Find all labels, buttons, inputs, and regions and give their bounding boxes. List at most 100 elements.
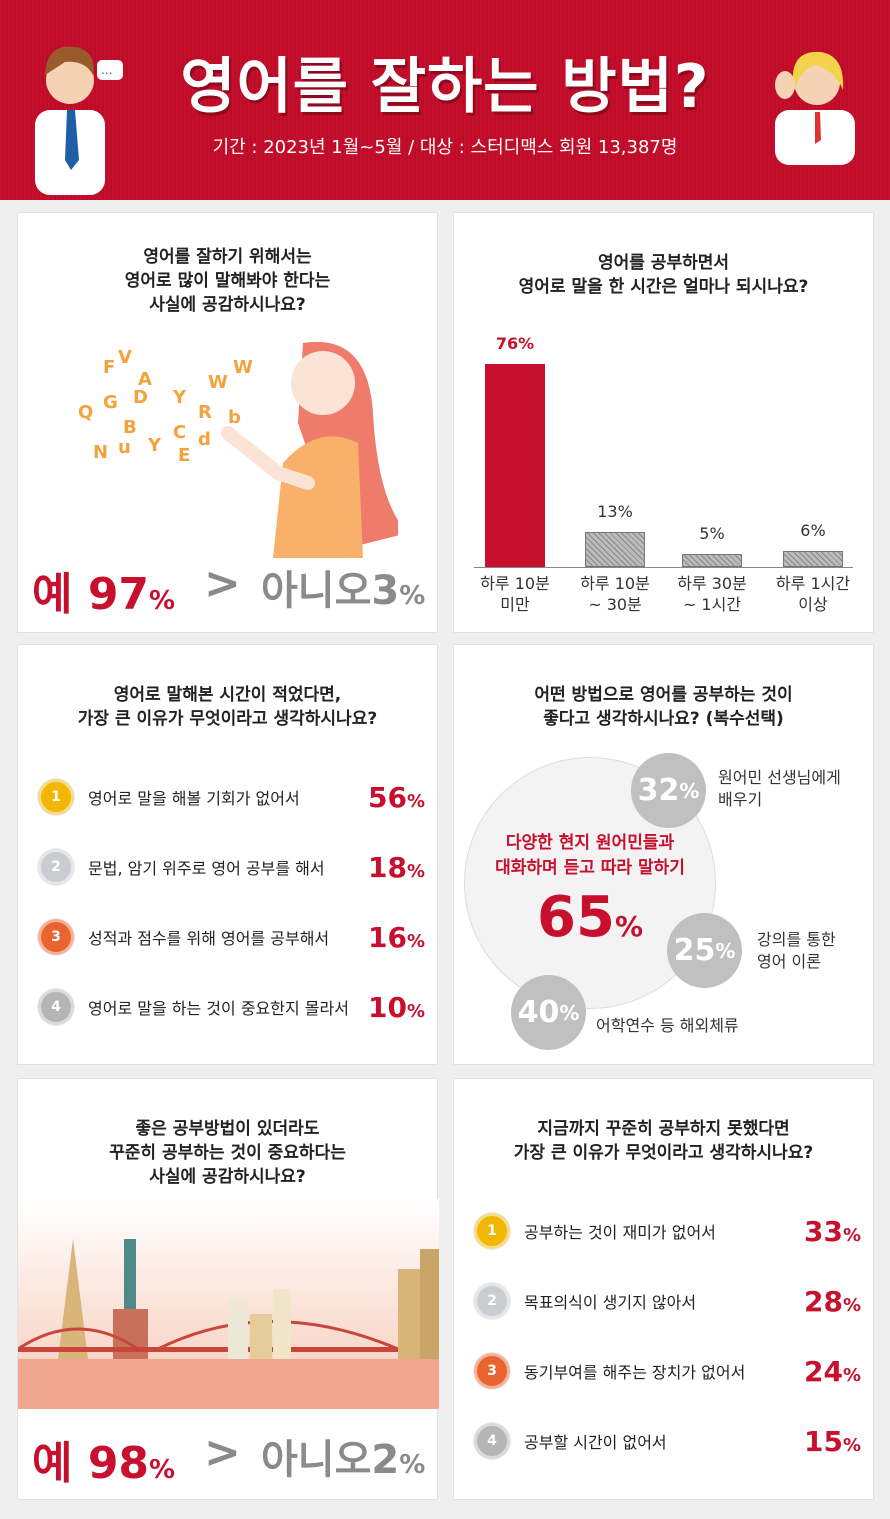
label-line: 원어민 선생님에게 (718, 768, 841, 787)
percent-sign: % (149, 586, 176, 616)
rank-medal-icon: 1 (38, 779, 74, 815)
rank-number: 1 (51, 789, 61, 805)
no-result: 아니오3% (261, 558, 425, 616)
svg-text:V: V (118, 347, 132, 368)
question-line: 어떤 방법으로 영어를 공부하는 것이 (534, 685, 793, 705)
rank-number: 2 (487, 1293, 497, 1309)
no-result: 아니오2% (261, 1427, 425, 1485)
header-banner: ... 영어를 잘하는 방법? 기간 : 2023년 1월~5월 / 대상 : … (0, 0, 890, 200)
method-circle-overseas: 40% (511, 975, 586, 1050)
category-line: 미만 (500, 595, 530, 614)
reason-label: 동기부여를 해주는 장치가 없어서 (524, 1363, 746, 1382)
rank-medal-icon: 3 (38, 919, 74, 955)
ranked-list-item: 4 공부할 시간이 없어서 15% (474, 1421, 861, 1461)
value: 56 (367, 780, 407, 814)
svg-text:b: b (228, 407, 241, 428)
no-label: 아니오 (261, 1437, 372, 1483)
question-text: 지금까지 꾸준히 공부하지 못했다면 가장 큰 이유가 무엇이라고 생각하시나요… (454, 1117, 873, 1165)
value: 16 (367, 920, 407, 954)
bar-value-label: 6% (800, 520, 826, 540)
percent-sign: % (842, 1294, 861, 1316)
bar-category-label: 하루 10분 ~ 30분 (565, 573, 665, 615)
svg-text:Y: Y (147, 435, 162, 456)
yes-result: 예 98% (32, 1427, 175, 1491)
panel-study-method: 어떤 방법으로 영어를 공부하는 것이 좋다고 생각하시나요? (복수선택) 다… (453, 644, 874, 1065)
question-text: 어떤 방법으로 영어를 공부하는 것이 좋다고 생각하시나요? (복수선택) (454, 683, 873, 731)
percent-sign: % (715, 938, 736, 963)
method-label-overseas: 어학연수 등 해외체류 (596, 1015, 739, 1037)
question-line: 사실에 공감하시나요? (149, 295, 306, 315)
method-circle-lecture: 25% (667, 913, 742, 988)
svg-text:B: B (123, 417, 137, 438)
question-line: 좋은 공부방법이 있더라도 (135, 1119, 320, 1139)
category-line: 이상 (798, 595, 828, 614)
greater-than-icon: > (204, 1427, 241, 1478)
svg-text:N: N (93, 442, 108, 463)
category-line: 하루 1시간 (775, 574, 851, 593)
svg-text:G: G (103, 392, 118, 413)
question-text: 좋은 공부방법이 있더라도 꾸준히 공부하는 것이 중요하다는 사실에 공감하시… (18, 1117, 437, 1189)
ranked-list-item: 3 동기부여를 해주는 장치가 없어서 24% (474, 1351, 861, 1391)
reason-value: 56% (368, 781, 425, 814)
yes-label: 예 (32, 1438, 73, 1489)
question-line: 가장 큰 이유가 무엇이라고 생각하시나요? (513, 1143, 814, 1163)
reason-label: 목표의식이 생기지 않아서 (524, 1293, 697, 1312)
question-line: 가장 큰 이유가 무엇이라고 생각하시나요? (77, 709, 378, 729)
page-title: 영어를 잘하는 방법? (180, 52, 710, 122)
greater-than-icon: > (204, 558, 241, 609)
reason-label: 영어로 말을 하는 것이 중요한지 몰라서 (88, 999, 349, 1018)
bar-1 (585, 532, 645, 567)
label-line: 영어 이론 (757, 952, 821, 971)
value: 10 (367, 990, 407, 1024)
svg-text:W: W (233, 357, 253, 378)
value: 28 (803, 1284, 843, 1318)
svg-text:...: ... (101, 63, 112, 77)
value: 24 (803, 1354, 843, 1388)
bar-category-label: 하루 30분 ~ 1시간 (662, 573, 762, 615)
question-line: 영어로 많이 말해봐야 한다는 (124, 271, 331, 291)
category-line: ~ 30분 (588, 595, 642, 614)
rank-medal-icon: 4 (38, 989, 74, 1025)
panel-speaking-time-chart: 영어를 공부하면서 영어로 말을 한 시간은 얼마나 되시나요? 76% 하루 1… (453, 212, 874, 633)
bar-0 (485, 364, 545, 567)
svg-text:Q: Q (78, 402, 93, 423)
label-line: 다양한 현지 원어민들과 (505, 833, 675, 853)
main-method-value: 65% (464, 885, 716, 950)
city-skyline-illustration-icon (18, 1199, 439, 1409)
percent-sign: % (614, 910, 643, 943)
reason-value: 24% (804, 1355, 861, 1388)
yes-value: 97 (87, 569, 150, 620)
percent-sign: % (842, 1364, 861, 1386)
svg-text:D: D (133, 387, 148, 408)
rank-medal-icon: 2 (474, 1283, 510, 1319)
svg-text:E: E (178, 445, 190, 466)
percent-sign: % (399, 1450, 426, 1480)
value: 33 (803, 1214, 843, 1248)
question-line: 영어로 말을 한 시간은 얼마나 되시나요? (518, 277, 809, 297)
main-method-label: 다양한 현지 원어민들과 대화하며 듣고 따라 말하기 (464, 831, 716, 881)
rank-medal-icon: 2 (38, 849, 74, 885)
rank-number: 3 (51, 929, 61, 945)
no-label: 아니오 (261, 568, 372, 614)
question-text: 영어를 공부하면서 영어로 말을 한 시간은 얼마나 되시나요? (454, 251, 873, 299)
label-line: 대화하며 듣고 따라 말하기 (495, 858, 685, 878)
rank-medal-icon: 1 (474, 1213, 510, 1249)
value: 18 (367, 850, 407, 884)
reason-value: 10% (368, 991, 425, 1024)
method-label-lecture: 강의를 통한 영어 이론 (757, 929, 836, 973)
rank-medal-icon: 3 (474, 1353, 510, 1389)
svg-text:A: A (138, 369, 152, 390)
category-line: 하루 10분 (580, 574, 650, 593)
ranked-list-item: 3 성적과 점수를 위해 영어를 공부해서 16% (38, 917, 425, 957)
reason-value: 16% (368, 921, 425, 954)
method-label-native-teacher: 원어민 선생님에게 배우기 (718, 767, 841, 811)
question-text: 영어로 말해본 시간이 적었다면, 가장 큰 이유가 무엇이라고 생각하시나요? (18, 683, 437, 731)
svg-text:u: u (118, 437, 131, 458)
bar-value-label: 5% (699, 523, 725, 543)
value: 25 (673, 933, 716, 968)
percent-sign: % (149, 1455, 176, 1485)
percent-sign: % (406, 860, 425, 882)
percent-sign: % (406, 790, 425, 812)
rank-number: 4 (487, 1433, 497, 1449)
